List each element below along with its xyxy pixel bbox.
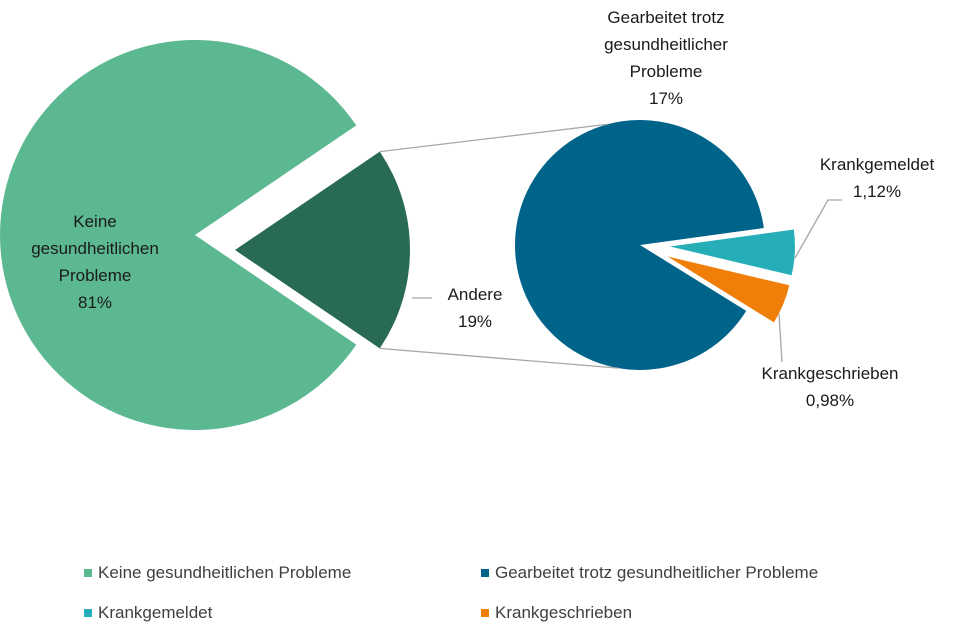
legend-swatch [481, 609, 489, 617]
legend-swatch [84, 609, 92, 617]
connector-line [379, 123, 608, 153]
legend-label: Krankgeschrieben [495, 603, 633, 622]
label-name: Krankgeschrieben [761, 364, 899, 383]
connector-line [379, 347, 619, 369]
label-name: Gearbeitet trotz gesundheitlicher Proble… [604, 8, 728, 81]
pie-slice [667, 256, 790, 323]
label-value: 1,12% [852, 182, 902, 201]
pie-slice [0, 39, 357, 430]
legend-swatch [481, 569, 489, 577]
slice-label: Krankgemeldet 1,12% [802, 151, 952, 205]
label-value: 19% [457, 312, 493, 331]
slice-label: Andere 19% [425, 281, 525, 335]
legend-label: Krankgemeldet [98, 603, 213, 622]
legend-item: Gearbeitet trotz gesundheitlicher Proble… [481, 563, 818, 583]
legend-item: Krankgemeldet [84, 603, 212, 623]
slice-label: Keine gesundheitlichen Probleme 81% [10, 208, 180, 316]
leader-line [778, 313, 783, 363]
label-value: 81% [77, 293, 113, 312]
legend-label: Keine gesundheitlichen Probleme [98, 563, 352, 582]
legend-item: Keine gesundheitlichen Probleme [84, 563, 351, 583]
label-value: 17% [648, 89, 684, 108]
legend-label: Gearbeitet trotz gesundheitlicher Proble… [495, 563, 819, 582]
pie-slice [235, 151, 410, 349]
label-name: Krankgemeldet [819, 155, 935, 174]
legend-item: Krankgeschrieben [481, 603, 632, 623]
leader-line [794, 199, 842, 259]
label-value: 0,98% [805, 391, 855, 410]
label-name: Keine gesundheitlichen Probleme [31, 212, 159, 285]
slice-label: Gearbeitet trotz gesundheitlicher Proble… [576, 4, 756, 112]
legend-swatch [84, 569, 92, 577]
label-name: Andere [447, 285, 503, 304]
pie-slice [514, 120, 764, 371]
pie-slice [669, 229, 795, 276]
slice-label: Krankgeschrieben 0,98% [740, 360, 920, 414]
